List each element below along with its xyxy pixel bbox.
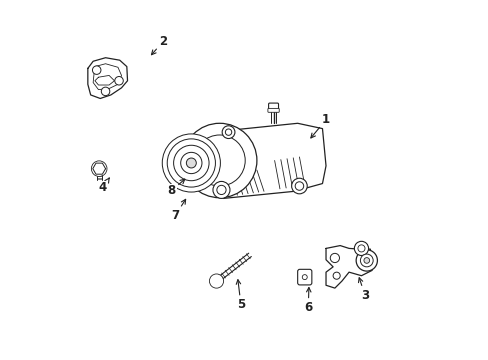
Polygon shape	[325, 246, 371, 288]
Circle shape	[216, 185, 225, 194]
Circle shape	[332, 272, 340, 279]
Circle shape	[101, 87, 110, 96]
Polygon shape	[88, 58, 127, 99]
Circle shape	[194, 135, 244, 186]
FancyBboxPatch shape	[267, 108, 279, 112]
Circle shape	[295, 182, 303, 190]
Polygon shape	[93, 163, 105, 174]
Circle shape	[291, 178, 306, 194]
Text: 1: 1	[310, 113, 329, 138]
Circle shape	[173, 145, 209, 181]
Circle shape	[225, 129, 231, 135]
Circle shape	[167, 139, 215, 187]
Circle shape	[360, 254, 372, 267]
Circle shape	[181, 152, 202, 174]
Circle shape	[91, 161, 107, 176]
Circle shape	[182, 123, 256, 198]
Circle shape	[92, 66, 101, 75]
Text: 4: 4	[99, 178, 109, 194]
Circle shape	[209, 274, 223, 288]
Circle shape	[354, 241, 368, 256]
Circle shape	[363, 258, 369, 263]
Text: 5: 5	[236, 280, 244, 311]
Text: 6: 6	[304, 288, 312, 314]
FancyBboxPatch shape	[297, 269, 311, 285]
Polygon shape	[219, 123, 325, 198]
Circle shape	[212, 181, 229, 198]
Text: 7: 7	[171, 199, 185, 222]
Circle shape	[162, 134, 220, 192]
Circle shape	[222, 126, 234, 139]
Text: 2: 2	[151, 35, 167, 55]
Circle shape	[115, 77, 123, 85]
Circle shape	[186, 158, 196, 168]
Circle shape	[355, 250, 377, 271]
Circle shape	[357, 245, 364, 252]
Circle shape	[329, 253, 339, 262]
Circle shape	[212, 275, 223, 285]
Text: 8: 8	[167, 179, 184, 197]
FancyBboxPatch shape	[268, 103, 278, 111]
Circle shape	[302, 275, 306, 280]
Text: 3: 3	[358, 278, 368, 302]
